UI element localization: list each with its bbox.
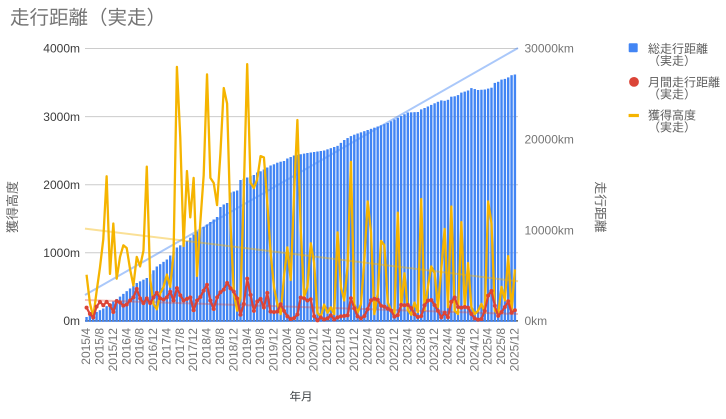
svg-text:2017/8: 2017/8 [173,328,187,365]
svg-text:2000m: 2000m [43,178,80,192]
svg-text:2021/8: 2021/8 [333,328,347,365]
svg-text:2021/4: 2021/4 [320,328,334,365]
svg-text:3000m: 3000m [43,110,80,124]
svg-text:2025/12: 2025/12 [508,328,522,372]
svg-text:2022/8: 2022/8 [374,328,388,365]
svg-text:2017/12: 2017/12 [186,328,200,372]
svg-text:2015/4: 2015/4 [79,328,93,365]
svg-text:2015/12: 2015/12 [106,328,120,372]
svg-text:2016/12: 2016/12 [146,328,160,372]
svg-text:2025/4: 2025/4 [481,328,495,365]
svg-text:2020/12: 2020/12 [307,328,321,372]
svg-text:30000km: 30000km [525,42,574,56]
svg-text:2023/12: 2023/12 [427,328,441,372]
svg-text:2024/8: 2024/8 [454,328,468,365]
svg-text:2023/8: 2023/8 [414,328,428,365]
svg-text:2016/8: 2016/8 [133,328,147,365]
svg-text:2018/4: 2018/4 [200,328,214,365]
svg-text:2021/12: 2021/12 [347,328,361,372]
svg-text:0km: 0km [525,314,548,328]
svg-text:2022/4: 2022/4 [360,328,374,365]
svg-text:2019/4: 2019/4 [240,328,254,365]
svg-text:2018/8: 2018/8 [213,328,227,365]
svg-text:4000m: 4000m [43,42,80,56]
svg-text:2025/8: 2025/8 [494,328,508,365]
svg-text:2017/4: 2017/4 [159,328,173,365]
svg-text:2022/12: 2022/12 [387,328,401,372]
svg-text:2024/12: 2024/12 [467,328,481,372]
svg-text:2018/12: 2018/12 [226,328,240,372]
svg-text:2019/8: 2019/8 [253,328,267,365]
svg-text:2020/8: 2020/8 [293,328,307,365]
svg-text:10000km: 10000km [525,223,574,237]
svg-text:2019/12: 2019/12 [267,328,281,372]
svg-text:2016/4: 2016/4 [119,328,133,365]
svg-text:2020/4: 2020/4 [280,328,294,365]
svg-text:0m: 0m [63,314,80,328]
svg-text:1000m: 1000m [43,246,80,260]
svg-text:2015/8: 2015/8 [93,328,107,365]
svg-text:20000km: 20000km [525,133,574,147]
svg-text:2023/4: 2023/4 [400,328,414,365]
svg-text:2024/4: 2024/4 [441,328,455,365]
